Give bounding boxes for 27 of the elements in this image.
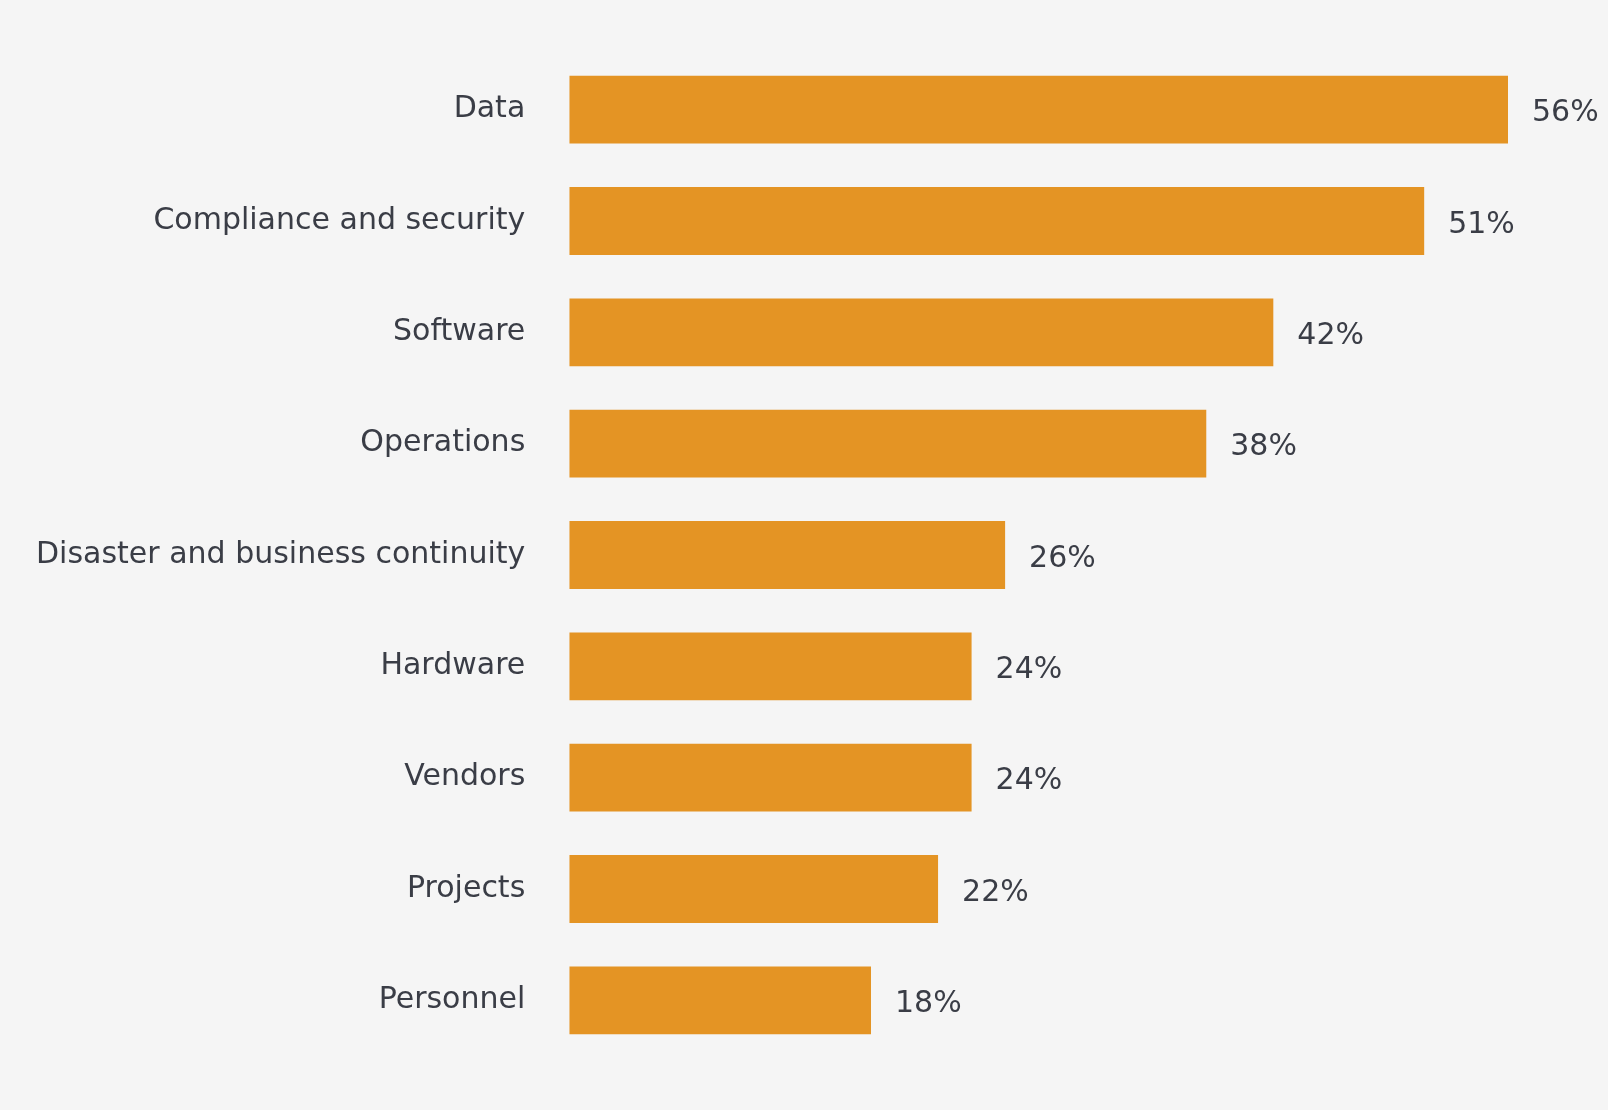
y-tick-label: Personnel <box>378 980 526 1016</box>
data-label: 38% <box>1230 427 1297 463</box>
bar <box>569 743 972 812</box>
bar <box>569 966 872 1035</box>
bar <box>569 75 1508 144</box>
y-tick-label: Operations <box>360 423 526 459</box>
y-tick-label: Software <box>393 312 526 348</box>
y-tick-label: Compliance and security <box>153 200 526 236</box>
data-label: 26% <box>1029 538 1096 574</box>
y-tick-label: Projects <box>406 868 526 904</box>
data-label: 56% <box>1532 93 1599 129</box>
data-label: 22% <box>962 872 1029 908</box>
data-label: 24% <box>995 761 1063 797</box>
bar <box>569 855 939 923</box>
bar <box>569 298 1274 367</box>
data-label: 42% <box>1297 316 1365 352</box>
y-tick-label: Vendors <box>404 757 526 793</box>
bar <box>569 409 1207 478</box>
y-tick-label: Disaster and business continuity <box>35 534 526 570</box>
data-label: 18% <box>895 984 962 1020</box>
bar <box>569 521 1006 589</box>
bar <box>569 187 1425 255</box>
data-label: 24% <box>995 650 1063 686</box>
bar <box>569 632 972 701</box>
y-tick-label: Hardware <box>380 646 526 682</box>
data-label: 51% <box>1448 204 1515 240</box>
y-tick-label: Data <box>453 89 526 125</box>
